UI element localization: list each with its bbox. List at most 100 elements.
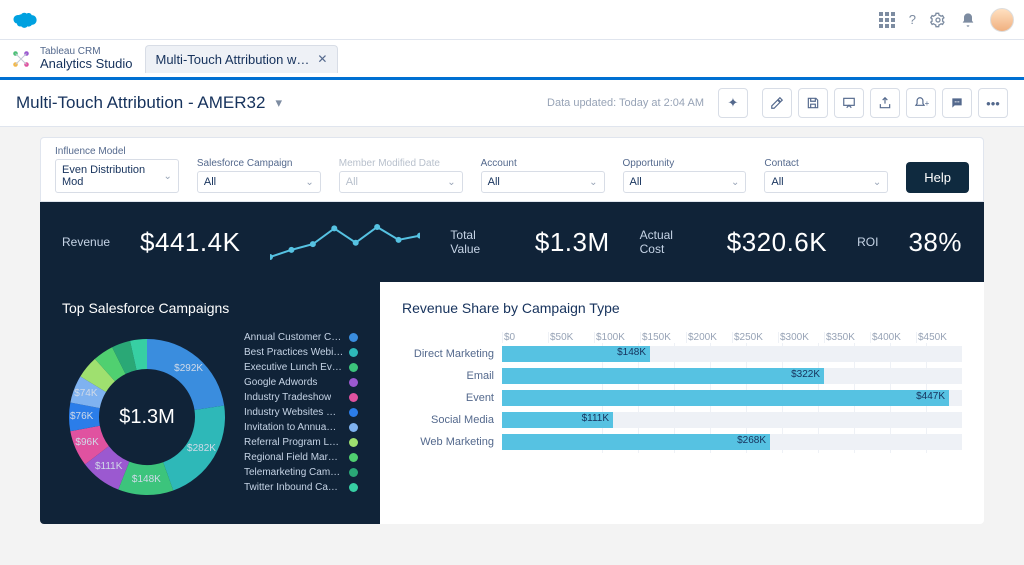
avatar[interactable]	[990, 8, 1014, 32]
help-icon[interactable]: ?	[909, 12, 916, 27]
legend-item[interactable]: Twitter Inbound Ca…	[244, 482, 358, 493]
filter-select[interactable]: All⌄	[481, 171, 605, 193]
help-button[interactable]: Help	[906, 162, 969, 193]
legend-swatch	[349, 363, 358, 372]
analytics-studio-icon	[10, 48, 32, 70]
filter-select[interactable]: All⌄	[339, 171, 463, 193]
legend-label: Regional Field Mar…	[244, 452, 338, 463]
title-dropdown-icon[interactable]: ▾	[275, 95, 282, 111]
kpi-row: Revenue $441.4K Total Value $1.3M Actual…	[40, 202, 984, 282]
legend-item[interactable]: Invitation to Annua…	[244, 422, 358, 433]
donut-legend: Annual Customer C… Best Practices Webi… Ex…	[244, 332, 358, 502]
notifications-button[interactable]: +	[906, 88, 936, 118]
panel-title: Top Salesforce Campaigns	[62, 300, 358, 316]
legend-label: Invitation to Annua…	[244, 422, 336, 433]
kpi-label: Actual Cost	[640, 228, 697, 256]
axis-tick: $450K	[916, 332, 962, 343]
legend-label: Twitter Inbound Ca…	[244, 482, 338, 493]
bar[interactable]: $268K	[502, 434, 770, 450]
legend-item[interactable]: Annual Customer C…	[244, 332, 358, 343]
legend-label: Telemarketing Cam…	[244, 467, 340, 478]
legend-item[interactable]: Executive Lunch Ev…	[244, 362, 358, 373]
bar[interactable]: $322K	[502, 368, 824, 384]
kpi-label: Total Value	[450, 228, 504, 256]
legend-swatch	[349, 408, 358, 417]
toolbar: ✦	[718, 88, 748, 118]
filter-label: Member Modified Date	[339, 158, 463, 169]
save-button[interactable]	[798, 88, 828, 118]
filter-label: Account	[481, 158, 605, 169]
legend-swatch	[349, 438, 358, 447]
axis-tick: $350K	[824, 332, 870, 343]
bar[interactable]: $148K	[502, 346, 650, 362]
sparkle-button[interactable]: ✦	[718, 88, 748, 118]
donut-center-value: $1.3M	[62, 332, 232, 502]
axis-tick: $0	[502, 332, 548, 343]
bar-row: Email $322K	[402, 365, 962, 387]
page-title: Multi-Touch Attribution - AMER32	[16, 93, 265, 113]
chevron-down-icon: ⌄	[873, 177, 881, 188]
legend-label: Industry Websites …	[244, 407, 336, 418]
filter-select[interactable]: All⌄	[197, 171, 321, 193]
bar[interactable]: $111K	[502, 412, 613, 428]
close-icon[interactable]: ✕	[317, 52, 327, 66]
legend-label: Industry Tradeshow	[244, 392, 331, 403]
legend-label: Executive Lunch Ev…	[244, 362, 342, 373]
bell-icon[interactable]	[960, 12, 976, 28]
top-campaigns-panel: Top Salesforce Campaigns $1.3M $292K$282…	[40, 282, 380, 524]
legend-swatch	[349, 453, 358, 462]
chat-button[interactable]	[942, 88, 972, 118]
toolbar-actions: + •••	[762, 88, 1008, 118]
more-button[interactable]: •••	[978, 88, 1008, 118]
filter-select[interactable]: All⌄	[764, 171, 888, 193]
edit-button[interactable]	[762, 88, 792, 118]
app-tab-row: Tableau CRM Analytics Studio Multi-Touch…	[0, 40, 1024, 80]
kpi-value: 38%	[908, 227, 962, 258]
present-button[interactable]	[834, 88, 864, 118]
filter-select[interactable]: Even Distribution Mod⌄	[55, 159, 179, 193]
workspace-tab-label: Multi-Touch Attribution w…	[156, 52, 310, 67]
legend-item[interactable]: Best Practices Webi…	[244, 347, 358, 358]
global-header: ?	[0, 0, 1024, 40]
legend-item[interactable]: Telemarketing Cam…	[244, 467, 358, 478]
bar-value: $447K	[916, 391, 945, 402]
bar-label: Direct Marketing	[402, 348, 502, 360]
panel-title: Revenue Share by Campaign Type	[402, 300, 962, 316]
legend-item[interactable]: Industry Tradeshow	[244, 392, 358, 403]
kpi-value: $320.6K	[727, 227, 827, 258]
chevron-down-icon: ⌄	[305, 177, 313, 188]
legend-item[interactable]: Regional Field Mar…	[244, 452, 358, 463]
axis-tick: $250K	[732, 332, 778, 343]
axis-tick: $150K	[640, 332, 686, 343]
legend-label: Google Adwords	[244, 377, 317, 388]
bar-chart: Direct Marketing $148KEmail $322KEvent $…	[402, 343, 962, 453]
legend-item[interactable]: Industry Websites …	[244, 407, 358, 418]
kpi-label: Revenue	[62, 235, 110, 249]
page-header: Multi-Touch Attribution - AMER32 ▾ Data …	[0, 80, 1024, 127]
legend-item[interactable]: Referral Program L…	[244, 437, 358, 448]
filter-select[interactable]: All⌄	[623, 171, 747, 193]
kpi-value: $1.3M	[535, 227, 610, 258]
workspace-tab[interactable]: Multi-Touch Attribution w… ✕	[145, 45, 339, 73]
app-launcher-icon[interactable]	[879, 12, 895, 28]
bar-value: $268K	[737, 435, 766, 446]
gear-icon[interactable]	[930, 12, 946, 28]
legend-swatch	[349, 378, 358, 387]
app-identity: Tableau CRM Analytics Studio	[10, 47, 133, 70]
chevron-down-icon: ⌄	[163, 171, 171, 182]
bar-row: Social Media $111K	[402, 409, 962, 431]
dashboard-body: Influence Model Even Distribution Mod⌄Sa…	[0, 127, 1024, 544]
bar[interactable]: $447K	[502, 390, 949, 406]
filter-label: Contact	[764, 158, 888, 169]
donut-chart: $1.3M $292K$282K$148K$111K$96K$76K$74K	[62, 332, 232, 502]
salesforce-logo	[10, 10, 38, 30]
bar-row: Direct Marketing $148K	[402, 343, 962, 365]
legend-swatch	[349, 333, 358, 342]
chevron-down-icon: ⌄	[447, 177, 455, 188]
filter-label: Influence Model	[55, 146, 179, 157]
filter-bar: Influence Model Even Distribution Mod⌄Sa…	[40, 137, 984, 202]
legend-item[interactable]: Google Adwords	[244, 377, 358, 388]
chevron-down-icon: ⌄	[731, 177, 739, 188]
data-updated-text: Data updated: Today at 2:04 AM	[547, 97, 704, 109]
share-button[interactable]	[870, 88, 900, 118]
